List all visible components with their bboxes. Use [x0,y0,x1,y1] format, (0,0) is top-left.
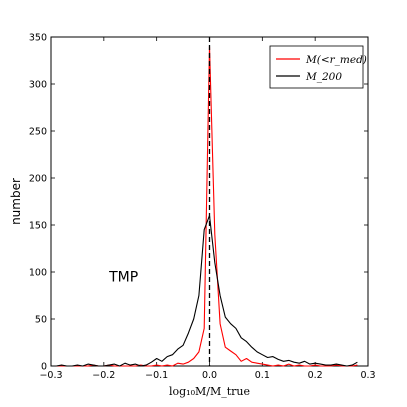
y-tick-label: 100 [29,268,47,279]
y-tick-label: 0 [41,362,47,373]
y-tick-label: 150 [29,221,47,232]
series-line-m-rmed [56,45,358,367]
x-tick-label: 0.2 [308,370,323,381]
x-tick-label: 0.0 [202,370,217,381]
x-tick-label: −0.3 [39,370,62,381]
y-tick-label: 200 [29,174,47,185]
y-tick-label: 350 [29,33,47,44]
y-tick-label: 250 [29,127,47,138]
legend-label: M(<r_med) [305,54,367,66]
x-tick-label: −0.1 [145,370,168,381]
series-line-m200 [56,215,358,367]
legend-label: M_200 [305,71,342,83]
x-axis-label: log₁₀M/M_true [169,385,250,398]
legend-box [269,45,364,89]
x-axis: −0.3 −0.2 −0.1 0.0 0.1 0.2 0.3 [39,37,376,381]
y-tick-label: 50 [35,315,47,326]
series-group [56,45,358,367]
y-axis-label: number [9,178,23,225]
y-axis: 0 50 100 150 200 250 300 350 [29,33,368,373]
legend: M(<r_med) M_200 [269,45,367,89]
y-tick-label: 300 [29,80,47,91]
x-tick-label: 0.3 [360,370,375,381]
x-tick-label: 0.1 [255,370,270,381]
x-tick-label: −0.2 [92,370,115,381]
annotation-text: TMP [108,269,138,285]
